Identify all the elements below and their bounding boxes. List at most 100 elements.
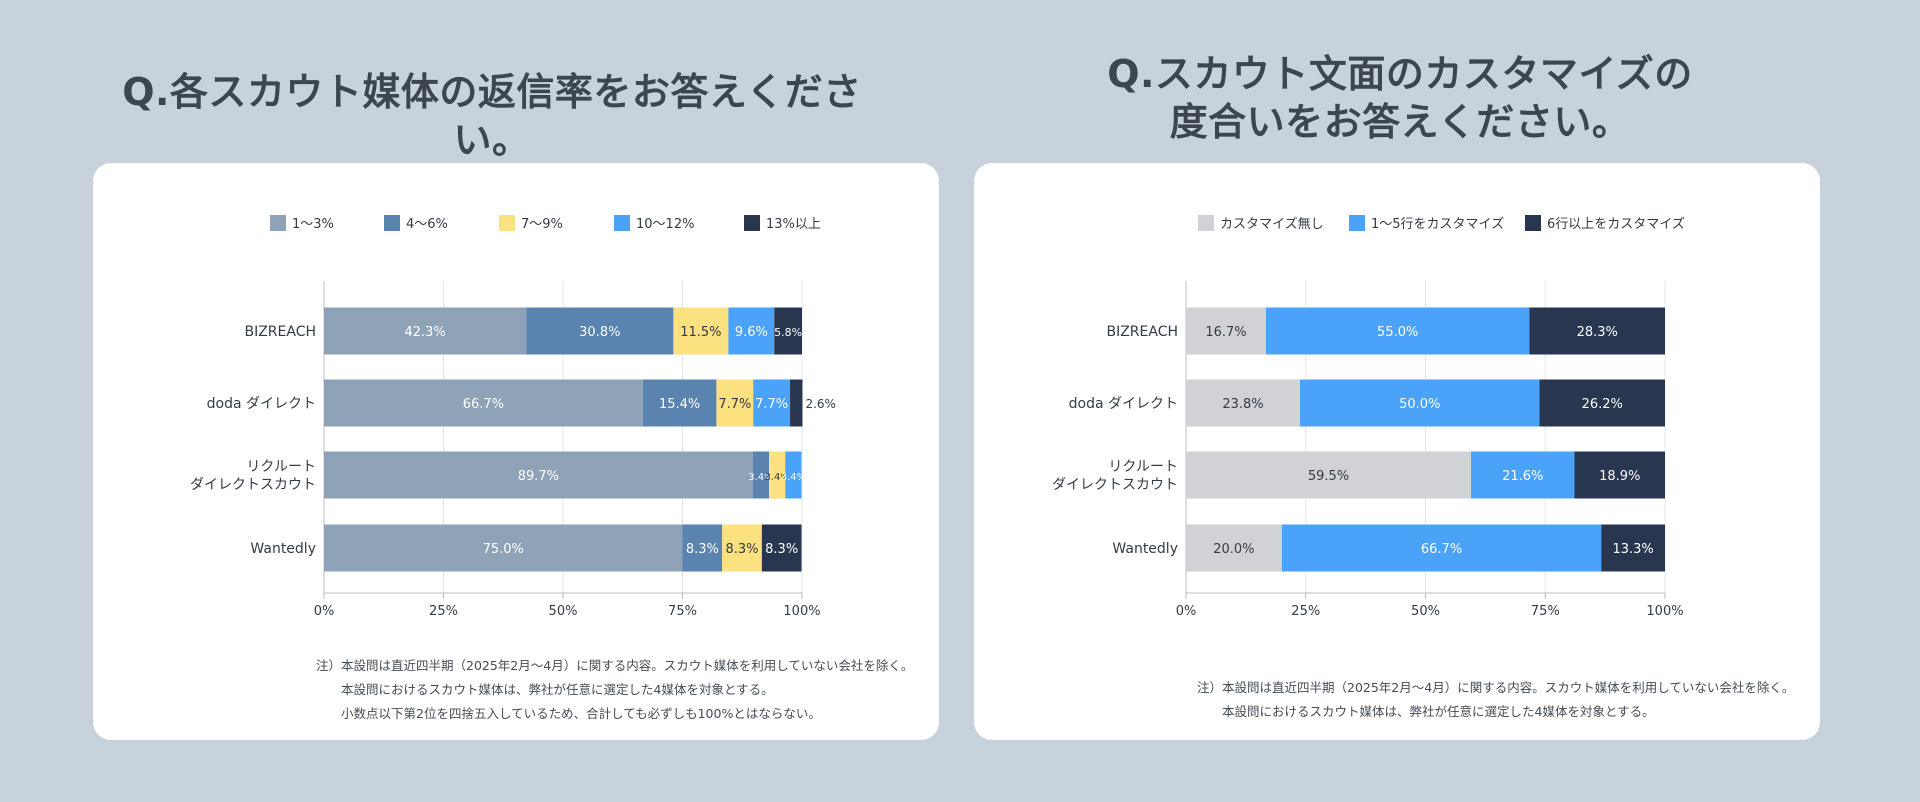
bar-segment [324, 524, 683, 572]
data-label: 5.8% [774, 326, 802, 339]
data-label: 18.9% [1599, 469, 1640, 484]
legend-label: 1〜5行をカスタマイズ [1371, 216, 1504, 232]
bar-segment [769, 451, 786, 499]
bar-segment [1186, 451, 1472, 499]
data-label: 3.4% [748, 472, 773, 483]
category-label: BIZREACH [1106, 324, 1178, 340]
data-label: 89.7% [518, 469, 559, 484]
customize-card: カスタマイズ無し 1〜5行をカスタマイズ 6行以上をカスタマイズ 0% 25% 50% 75… [974, 163, 1820, 740]
bar-segment [1265, 307, 1530, 355]
legend-label: 6行以上をカスタマイズ [1547, 216, 1685, 232]
title-right: Q.スカウト文面のカスタマイズの 度合いをお答えください。 [1000, 50, 1800, 146]
category-label: リクルート [246, 459, 316, 475]
data-label: 15.4% [659, 397, 700, 412]
note-left-line-3: 小数点以下第2位を四捨五入しているため、合計しても必ずしも100%とはならない。 [341, 706, 821, 721]
data-label: 16.7% [1205, 325, 1246, 340]
bar-segment [1471, 451, 1575, 499]
data-label: 59.5% [1308, 469, 1349, 484]
note-left: 注）本設問は直近四半期（2025年2月〜4月）に関する内容。スカウト媒体を利用し… [316, 654, 913, 726]
title-left-line: Q.各スカウト媒体の返信率をお答えください。 [122, 70, 862, 162]
bar-segment [324, 451, 753, 499]
bar-segment [1281, 524, 1602, 572]
x-tick-label: 0% [1176, 604, 1197, 619]
x-tick-label: 75% [668, 604, 697, 619]
legend-swatch [614, 215, 630, 231]
bar-segment [1186, 379, 1301, 427]
x-tick-label: 100% [1646, 604, 1683, 619]
bar-segment [1186, 307, 1266, 355]
bar-segment [682, 524, 723, 572]
legend-label: 10〜12% [636, 217, 694, 232]
x-tick-label: 25% [429, 604, 458, 619]
note-left-line-2: 本設問におけるスカウト媒体は、弊社が任意に選定した4媒体を対象とする。 [341, 682, 774, 697]
reply-rate-chart: 1〜3% 4〜6% 7〜9% 10〜12% 13%以上 0% 25% 50% 75% 100% BI… [190, 215, 836, 619]
legend-label: 13%以上 [766, 217, 821, 232]
bar-segment [728, 307, 775, 355]
data-label: 55.0% [1377, 325, 1418, 340]
bar-segment [324, 307, 527, 355]
legend-swatch [1525, 215, 1541, 231]
x-tick-label: 25% [1291, 604, 1320, 619]
bar-segment [790, 379, 803, 427]
title-right-line-1: Q.スカウト文面のカスタマイズの [1107, 52, 1693, 96]
data-label: 7.7% [718, 397, 751, 412]
bar-segment [324, 379, 643, 427]
x-tick-label: 50% [549, 604, 578, 619]
category-label: doda ダイレクト [1069, 396, 1178, 412]
legend-swatch [1349, 215, 1365, 231]
legend-label: 7〜9% [521, 217, 563, 232]
category-label: doda ダイレクト [207, 396, 316, 412]
note-right-line-2: 本設問におけるスカウト媒体は、弊社が任意に選定した4媒体を対象とする。 [1222, 704, 1655, 719]
data-label: 20.0% [1213, 542, 1254, 557]
data-label: 66.7% [1421, 542, 1462, 557]
x-tick-label: 50% [1411, 604, 1440, 619]
legend-label: 4〜6% [406, 217, 448, 232]
category-label: ダイレクトスカウト [190, 477, 316, 493]
legend-label: カスタマイズ無し [1220, 216, 1324, 232]
title-left: Q.各スカウト媒体の返信率をお答えください。 [92, 68, 892, 164]
legend-swatch [384, 215, 400, 231]
bar-segment [642, 379, 717, 427]
data-label: 28.3% [1577, 325, 1618, 340]
x-tick-label: 75% [1531, 604, 1560, 619]
data-label: 8.3% [725, 542, 758, 557]
data-label: 8.3% [765, 542, 798, 557]
bar-segment [1529, 307, 1665, 355]
bar-segment [753, 379, 791, 427]
data-label: 42.3% [404, 325, 445, 340]
legend-swatch [499, 215, 515, 231]
note-right-line-1: 注）本設問は直近四半期（2025年2月〜4月）に関する内容。スカウト媒体を利用し… [1197, 680, 1795, 695]
customize-chart: カスタマイズ無し 1〜5行をカスタマイズ 6行以上をカスタマイズ 0% 25% 50% 75… [1052, 215, 1685, 619]
category-label: BIZREACH [244, 324, 316, 340]
bar-segment [1186, 524, 1282, 572]
bar-segment [1574, 451, 1665, 499]
data-label: 3.4% [764, 472, 789, 483]
bar-segment [1300, 379, 1540, 427]
x-tick-label: 0% [314, 604, 335, 619]
data-label: 7.7% [755, 397, 788, 412]
bar-segment [716, 379, 754, 427]
data-label: 3.4% [781, 472, 806, 483]
data-label: 66.7% [463, 397, 504, 412]
data-label: 13.3% [1612, 542, 1653, 557]
data-label: 50.0% [1399, 397, 1440, 412]
category-label: Wantedly [250, 541, 316, 557]
data-label: 21.6% [1502, 469, 1543, 484]
title-right-line-2: 度合いをお答えください。 [1169, 100, 1631, 144]
legend-swatch [1198, 215, 1214, 231]
bar-segment [673, 307, 729, 355]
bar-segment [526, 307, 674, 355]
bar-segment [761, 524, 802, 572]
bar-segment [774, 307, 802, 355]
x-tick-label: 100% [783, 604, 820, 619]
note-left-line-1: 注）本設問は直近四半期（2025年2月〜4月）に関する内容。スカウト媒体を利用し… [316, 658, 914, 673]
legend-label: 1〜3% [292, 217, 334, 232]
data-label: 9.6% [735, 325, 768, 340]
data-label: 75.0% [483, 542, 524, 557]
data-label: 2.6% [805, 397, 836, 411]
category-label: リクルート [1108, 459, 1178, 475]
bar-segment [722, 524, 762, 572]
category-label: Wantedly [1112, 541, 1178, 557]
data-label: 23.8% [1222, 397, 1263, 412]
data-label: 30.8% [579, 325, 620, 340]
